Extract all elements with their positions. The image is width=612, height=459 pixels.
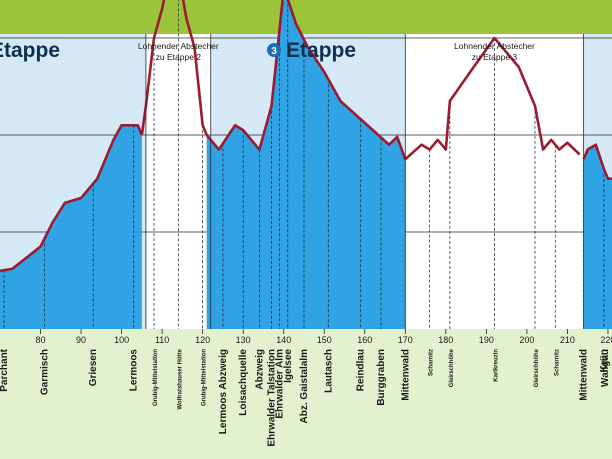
place-marker-lines bbox=[3, 0, 605, 329]
place-label-19: Gleirschhöhe bbox=[449, 348, 455, 387]
elevation-area-2 bbox=[206, 0, 406, 329]
stage-title-0: Etappe bbox=[0, 39, 60, 62]
x-tick-label-80: 80 bbox=[36, 335, 46, 345]
place-label-14: Lautasch bbox=[323, 349, 334, 393]
place-label-12: Igelsee bbox=[283, 349, 294, 383]
place-label-18: Scharnitz bbox=[429, 349, 435, 376]
elevation-areas bbox=[0, 0, 612, 329]
detour-title-3-line-0: Lohnender Abstecher bbox=[454, 41, 535, 51]
x-tick-label-100: 100 bbox=[114, 335, 129, 345]
x-tick-label-190: 190 bbox=[479, 335, 494, 345]
elevation-area-0 bbox=[0, 125, 142, 329]
place-label-5: Wolfratshauser Hütte bbox=[177, 348, 183, 409]
place-label-0: Parchant bbox=[0, 348, 10, 391]
place-label-13: Abz. Gaistalalm bbox=[299, 349, 310, 424]
x-tick-label-220: 220 bbox=[600, 335, 612, 345]
place-label-24: Krün bbox=[599, 349, 610, 372]
detour-title-3-line-1: zu Etappe 3 bbox=[472, 52, 518, 62]
place-label-15: Reindlau bbox=[356, 349, 367, 391]
place-labels: Parchant Garmisch Griesen Lermoos Grubig-Mit… bbox=[0, 348, 611, 446]
profile-line-3 bbox=[404, 36, 581, 161]
stage-number-2: 3 bbox=[271, 46, 277, 57]
x-axis-ticks: 80 90 100 110 120 130 140 150 160 170 180 190 200 210… bbox=[36, 329, 612, 345]
place-label-20: Karlkreuzln bbox=[493, 349, 499, 382]
top-band bbox=[0, 0, 612, 34]
x-tick-label-210: 210 bbox=[560, 335, 575, 345]
x-tick-label-140: 140 bbox=[276, 335, 291, 345]
place-label-9: Abzweig bbox=[254, 349, 265, 390]
x-tick-label-130: 130 bbox=[236, 335, 251, 345]
detour-title-1-line-1: zu Etappe 2 bbox=[156, 52, 202, 62]
profile-line-0 bbox=[0, 124, 144, 273]
x-tick-label-120: 120 bbox=[195, 335, 210, 345]
detour-title-1-line-0: Lohnender Abstecher bbox=[138, 41, 219, 51]
place-label-21: Gleirschhöhe bbox=[534, 348, 540, 387]
place-label-4: Grubig-Mittelstation bbox=[153, 349, 159, 406]
profile-line-2 bbox=[205, 0, 407, 160]
x-tick-label-200: 200 bbox=[519, 335, 534, 345]
place-label-8: Loisachquelle bbox=[238, 349, 249, 416]
x-tick-label-180: 180 bbox=[438, 335, 453, 345]
place-label-10: Ehrwalder Talstation bbox=[267, 349, 278, 447]
elevation-area-4 bbox=[583, 144, 612, 329]
place-label-17: Mittenwald bbox=[400, 349, 411, 401]
place-label-6: Grubig-Mittelstation bbox=[202, 349, 208, 406]
stage-number-badge-2 bbox=[267, 43, 282, 57]
x-tick-label-150: 150 bbox=[317, 335, 332, 345]
place-label-2: Griesen bbox=[88, 349, 99, 386]
x-tick-label-160: 160 bbox=[357, 335, 372, 345]
region-dividers bbox=[145, 34, 585, 329]
place-label-7: Lermoos Abzweig bbox=[218, 349, 229, 434]
profile-lines bbox=[0, 0, 612, 273]
profile-line-4 bbox=[582, 143, 612, 180]
x-tick-label-170: 170 bbox=[398, 335, 413, 345]
x-tick-label-110: 110 bbox=[155, 335, 169, 345]
place-label-23: Mittenwald bbox=[579, 349, 590, 401]
place-label-1: Garmisch bbox=[40, 349, 51, 395]
place-label-3: Lermoos bbox=[129, 349, 140, 392]
profile-line-1 bbox=[140, 0, 208, 136]
place-label-25: Wallgau bbox=[600, 349, 611, 387]
x-tick-label-90: 90 bbox=[76, 335, 86, 345]
place-label-11: Ehrwalder Alm bbox=[275, 349, 286, 419]
stage-title-2: Etappe bbox=[286, 39, 356, 62]
place-label-22: Scharnitz bbox=[554, 349, 560, 376]
place-label-16: Burggraben bbox=[376, 349, 387, 406]
